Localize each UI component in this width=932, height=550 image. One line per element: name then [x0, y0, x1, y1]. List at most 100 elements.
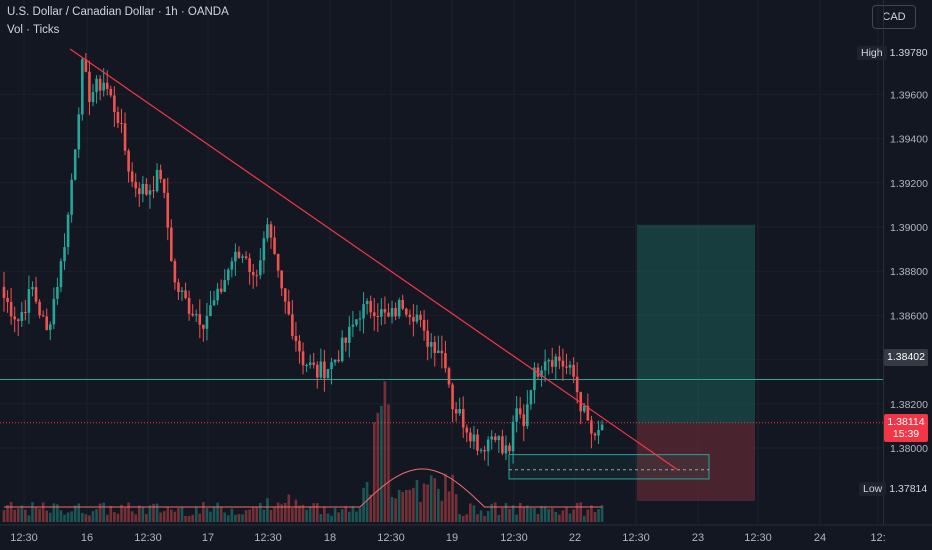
candle[interactable] [558, 356, 561, 361]
candle[interactable] [483, 449, 486, 452]
candle[interactable] [526, 404, 529, 427]
candle[interactable] [404, 308, 408, 315]
candle[interactable] [127, 150, 130, 172]
candle[interactable] [437, 350, 440, 354]
candle[interactable] [162, 179, 166, 193]
candle[interactable] [212, 300, 216, 306]
candle[interactable] [41, 315, 45, 317]
candle[interactable] [216, 288, 219, 301]
candle[interactable] [31, 287, 34, 290]
candle[interactable] [301, 351, 305, 366]
candle[interactable] [95, 78, 98, 93]
candle[interactable] [98, 78, 102, 91]
candle[interactable] [586, 405, 590, 421]
candle[interactable] [429, 342, 433, 347]
candle[interactable] [508, 445, 511, 452]
currency-button[interactable]: CAD [872, 5, 916, 29]
candle[interactable] [255, 275, 259, 277]
candle[interactable] [472, 434, 476, 442]
candle[interactable] [219, 288, 223, 292]
candle[interactable] [305, 365, 308, 367]
candle[interactable] [333, 359, 337, 363]
candle[interactable] [81, 59, 84, 115]
candle[interactable] [123, 123, 127, 151]
candle[interactable] [223, 280, 227, 292]
candle[interactable] [56, 286, 59, 299]
candle[interactable] [326, 369, 330, 379]
candle[interactable] [547, 360, 550, 362]
candle[interactable] [536, 367, 540, 377]
candle[interactable] [234, 251, 237, 262]
candle[interactable] [248, 258, 251, 273]
candle[interactable] [13, 316, 16, 320]
candle[interactable] [159, 169, 162, 180]
candle[interactable] [266, 224, 269, 239]
candle[interactable] [401, 299, 405, 309]
candle[interactable] [568, 364, 572, 368]
candle[interactable] [38, 301, 41, 316]
candle[interactable] [408, 314, 412, 318]
candle[interactable] [575, 376, 579, 393]
candle[interactable] [134, 181, 138, 189]
candle[interactable] [205, 316, 209, 329]
candle[interactable] [426, 330, 429, 347]
candle[interactable] [152, 190, 155, 192]
trendline[interactable] [69, 48, 679, 471]
candle[interactable] [251, 272, 255, 276]
candle[interactable] [173, 260, 177, 283]
candle[interactable] [170, 227, 173, 261]
candle[interactable] [191, 313, 194, 316]
candle[interactable] [276, 253, 280, 271]
candle[interactable] [383, 309, 387, 313]
candle[interactable] [66, 214, 70, 248]
candle[interactable] [358, 318, 362, 320]
candle[interactable] [230, 261, 234, 270]
current-price-tag[interactable]: 1.38114 15:39 [884, 414, 928, 442]
candle[interactable] [16, 319, 20, 321]
candle[interactable] [451, 384, 454, 410]
candle[interactable] [579, 392, 583, 412]
candle[interactable] [59, 261, 63, 287]
candle[interactable] [20, 311, 24, 321]
candle[interactable] [24, 311, 27, 313]
candle[interactable] [120, 123, 123, 125]
candle[interactable] [27, 289, 31, 313]
candle[interactable] [73, 149, 77, 180]
candle[interactable] [155, 169, 159, 192]
candle[interactable] [77, 114, 81, 150]
candle[interactable] [130, 171, 134, 182]
candle[interactable] [319, 361, 323, 378]
candle[interactable] [590, 420, 593, 434]
candle[interactable] [148, 190, 152, 195]
horizontal-line-price-tag[interactable]: 1.38402 [884, 349, 928, 366]
candle[interactable] [45, 316, 49, 330]
candle[interactable] [259, 260, 262, 276]
candle[interactable] [105, 82, 109, 89]
candle[interactable] [540, 370, 543, 377]
candle[interactable] [550, 360, 554, 367]
candle[interactable] [273, 237, 276, 254]
candle[interactable] [458, 409, 461, 414]
candle[interactable] [116, 112, 120, 124]
candle[interactable] [166, 192, 170, 228]
candle[interactable] [84, 59, 88, 72]
candle[interactable] [412, 317, 415, 322]
candle[interactable] [340, 337, 344, 362]
candle[interactable] [511, 421, 515, 452]
candle[interactable] [351, 324, 355, 327]
candle[interactable] [461, 409, 465, 428]
candle[interactable] [469, 432, 472, 442]
candle[interactable] [522, 414, 526, 427]
candle[interactable] [237, 251, 241, 258]
candle[interactable] [180, 290, 184, 292]
target-zone[interactable] [637, 224, 755, 424]
candle[interactable] [6, 297, 9, 303]
candle[interactable] [394, 308, 397, 317]
candle[interactable] [380, 309, 383, 317]
candle[interactable] [465, 427, 469, 433]
candle[interactable] [597, 430, 600, 436]
candle[interactable] [145, 184, 148, 195]
candle[interactable] [194, 314, 198, 316]
candle[interactable] [269, 224, 273, 238]
